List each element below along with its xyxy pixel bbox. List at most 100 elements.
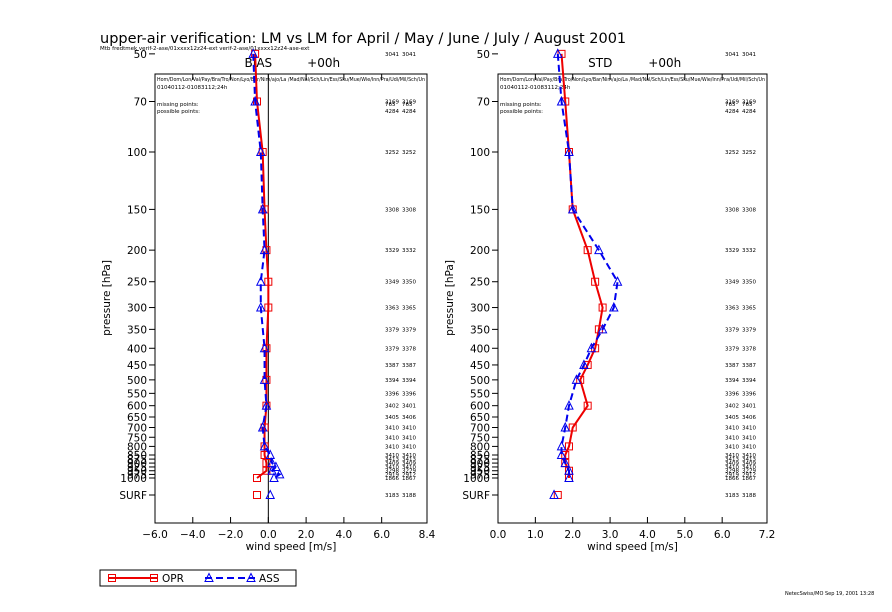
legend-marker-opr — [150, 574, 158, 582]
sample-count-ass: 1867 — [742, 476, 756, 482]
y-tick-label: 500 — [470, 375, 490, 387]
data-point-ass — [274, 468, 285, 479]
panel-title: BIAS — [245, 56, 273, 70]
sample-count-opr: 2919 — [385, 472, 399, 478]
x-tick-label: 6.0 — [373, 529, 390, 541]
panel-std: STD +00h Hom/Dom/Lon/Val/Pay/Bra/Tro/Non/L… — [444, 48, 776, 553]
y-tick-label: 250 — [127, 277, 147, 289]
y-tick-label: SURF — [462, 490, 490, 502]
sample-count-opr: 1866 — [385, 476, 399, 482]
series-line-opr — [560, 53, 604, 478]
sample-count-opr: 3405 — [385, 415, 399, 421]
sample-count-ass: 3410 — [742, 453, 756, 459]
panel-lead-time: +00h — [307, 56, 340, 70]
legend-marker-ass — [246, 572, 256, 582]
data-point-ass — [255, 301, 266, 312]
data-point-ass — [567, 203, 578, 214]
sample-count-opr: 3396 — [725, 391, 739, 397]
sample-count-opr: 3298 — [725, 469, 739, 475]
sample-count-opr: 3413 — [385, 457, 399, 463]
y-tick-label: 875 — [127, 454, 147, 466]
possible-points-label: possible points: — [157, 109, 200, 115]
missing-points-label: missing points: — [500, 102, 542, 108]
sample-count-ass: 3041 — [402, 52, 416, 58]
y-tick-label: 1000 — [463, 473, 490, 485]
sample-count-ass: 3332 — [742, 248, 756, 254]
sample-count-ass: 3396 — [742, 391, 756, 397]
plot-frame — [497, 73, 768, 524]
sample-count-ass: 3410 — [402, 453, 416, 459]
y-tick-label: 850 — [470, 450, 490, 462]
sample-count-opr: 3413 — [725, 457, 739, 463]
data-point-opr — [253, 474, 261, 482]
y-tick-label: 200 — [470, 245, 490, 257]
sample-count-opr: 3308 — [725, 207, 739, 213]
y-tick-label: 875 — [470, 454, 490, 466]
data-point-ass — [255, 276, 266, 286]
sample-count-opr: 3402 — [385, 404, 399, 410]
data-point-ass — [549, 489, 559, 499]
sample-count-ass: 3396 — [402, 391, 416, 397]
data-point-ass — [586, 342, 597, 353]
verification-period: 01040112-01083112;24h — [157, 85, 228, 91]
sample-count-ass: 3410 — [742, 444, 756, 450]
y-tick-label: 200 — [127, 245, 147, 257]
verification-period: 01040112-01083112;24h — [500, 85, 571, 91]
y-axis-label: pressure [hPa] — [444, 260, 456, 336]
y-tick-label: 550 — [127, 388, 147, 400]
sample-count-opr: 3410 — [725, 465, 739, 471]
legend-label-ass: ASS — [259, 573, 280, 585]
y-tick-label: 750 — [470, 432, 490, 444]
y-tick-label: 70 — [134, 97, 147, 109]
sample-count-ass: 3169 — [742, 100, 756, 106]
sample-count-ass: 3410 — [402, 444, 416, 450]
sample-count-opr: 3387 — [385, 363, 399, 369]
y-tick-label: 350 — [127, 324, 147, 336]
data-point-ass — [564, 472, 574, 482]
y-tick-label: 700 — [470, 423, 490, 435]
y-tick-label: 550 — [470, 388, 490, 400]
y-tick-label: 1000 — [120, 473, 147, 485]
sample-count-opr: 3394 — [725, 378, 739, 384]
y-tick-label: 350 — [470, 324, 490, 336]
y-tick-label: 900 — [470, 458, 490, 470]
sample-count-ass: 3410 — [742, 465, 756, 471]
chart-panels: BIAS +00h Hom/Dom/Lon/Val/Pay/Bra/Tro/Non/… — [101, 48, 776, 553]
y-tick-label: 150 — [127, 204, 147, 216]
plot-frame — [154, 73, 428, 524]
sample-count-opr: 3329 — [725, 248, 739, 254]
missing-points-ass: 765 — [402, 102, 413, 108]
sample-count-opr: 3363 — [385, 306, 399, 312]
series-line-ass — [556, 53, 619, 478]
sample-count-opr: 3379 — [725, 346, 739, 352]
sample-count-opr: 3379 — [725, 327, 739, 333]
sample-count-ass: 3387 — [402, 363, 416, 369]
sample-count-ass: 3409 — [742, 461, 756, 467]
sample-count-ass: 2912 — [742, 472, 756, 478]
sample-count-ass: 3413 — [402, 457, 416, 463]
x-tick-label: −4.0 — [180, 529, 206, 541]
sample-count-opr: 3410 — [385, 435, 399, 441]
sample-count-opr: 3410 — [725, 435, 739, 441]
sample-count-ass: 3379 — [742, 327, 756, 333]
data-point-ass — [248, 48, 259, 58]
sample-count-ass: 3229 — [402, 469, 416, 475]
y-tick-label: 925 — [127, 462, 147, 474]
sample-count-ass: 3350 — [402, 280, 416, 286]
possible-points-label: possible points: — [500, 109, 543, 115]
data-point-ass — [261, 400, 272, 410]
data-point-ass — [250, 95, 260, 106]
sample-count-ass: 3169 — [402, 100, 416, 106]
sample-count-ass: 1867 — [402, 476, 416, 482]
sample-count-opr: 3410 — [725, 426, 739, 432]
sample-count-opr: 2919 — [725, 472, 739, 478]
x-tick-label: 0.0 — [490, 529, 507, 541]
y-tick-label: 800 — [470, 441, 490, 453]
data-point-ass — [609, 301, 619, 312]
data-point-ass — [564, 146, 574, 156]
y-tick-label: SURF — [119, 490, 147, 502]
x-tick-label: 7.2 — [759, 529, 776, 541]
sample-count-opr: 3410 — [725, 444, 739, 450]
y-tick-label: 600 — [470, 401, 490, 413]
sample-count-ass: 3394 — [402, 378, 416, 384]
